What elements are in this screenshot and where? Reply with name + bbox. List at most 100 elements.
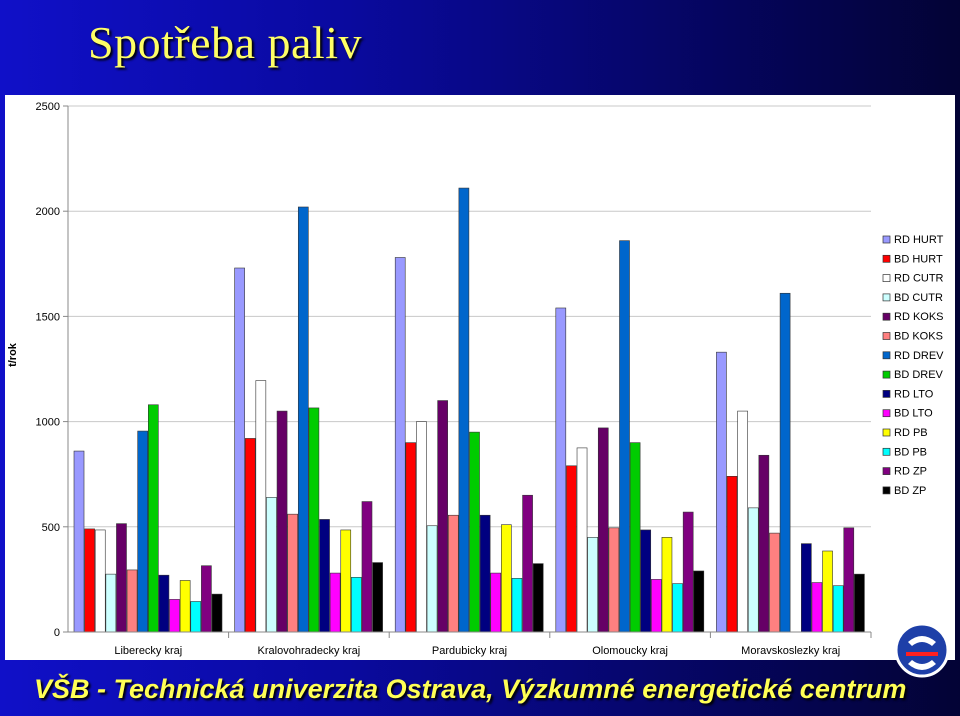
legend-swatch <box>882 274 891 282</box>
bar <box>490 572 502 633</box>
bar <box>566 465 577 633</box>
bar <box>769 532 780 633</box>
legend-label: BD DREV <box>894 369 944 381</box>
bar <box>169 599 180 633</box>
axes: 0 500 1000 1500 2000 2500 Liberecky kraj Kralov… <box>36 101 872 657</box>
bar <box>532 563 544 633</box>
y-tick-label: 1000 <box>36 417 60 429</box>
bar <box>308 407 320 633</box>
bar <box>266 497 277 633</box>
legend-swatch <box>882 254 891 263</box>
legend-swatch <box>882 235 891 244</box>
bar <box>372 562 383 633</box>
bar <box>426 525 438 633</box>
bar-chart: 0 500 1000 1500 2000 2500 Liberecky kraj Kralov… <box>7 101 944 657</box>
bar <box>319 519 330 633</box>
bar <box>619 240 630 633</box>
bar <box>437 400 448 633</box>
bar <box>801 543 812 633</box>
legend-swatch <box>882 390 891 398</box>
bar <box>522 494 533 633</box>
bar <box>737 410 748 633</box>
y-tick-label: 2500 <box>36 101 60 113</box>
bar <box>651 579 662 633</box>
bar <box>105 573 117 633</box>
bar <box>179 580 191 633</box>
bar <box>469 431 480 633</box>
bar <box>555 307 567 633</box>
legend-label: BD KOKS <box>894 331 943 343</box>
legend-label: RD PB <box>894 427 928 439</box>
bar <box>822 550 833 633</box>
legend-label: RD ZP <box>894 466 927 478</box>
legend-swatch <box>882 467 891 475</box>
bar <box>416 421 427 633</box>
legend-label: BD CUTR <box>894 292 943 304</box>
bar <box>661 537 673 633</box>
y-tick-label: 2000 <box>36 206 60 218</box>
bar <box>201 565 212 633</box>
bar <box>447 514 459 633</box>
y-tick-label: 500 <box>42 522 60 534</box>
legend-swatch <box>882 370 891 379</box>
chart-panel: 0 500 1000 1500 2000 2500 Liberecky kraj Kralov… <box>5 95 955 660</box>
bar <box>811 582 823 633</box>
bar <box>116 523 127 633</box>
legend-label: BD PB <box>894 446 927 458</box>
bar <box>211 593 223 633</box>
bar <box>832 585 844 633</box>
legend-label: BD HURT <box>894 253 943 265</box>
vsb-logo-icon <box>894 622 950 678</box>
y-tick-label: 1500 <box>36 311 60 323</box>
legend-swatch <box>882 312 891 321</box>
y-axis-label: t/rok <box>7 342 19 367</box>
bar <box>287 513 298 633</box>
y-tick-label: 0 <box>54 627 60 639</box>
bar <box>244 438 256 633</box>
bar <box>747 507 759 633</box>
x-tick-label: Kralovohradecky kraj <box>258 645 361 657</box>
bar <box>234 267 245 633</box>
bar <box>576 447 588 633</box>
legend-label: BD ZP <box>894 485 926 497</box>
x-tick-label: Olomoucky kraj <box>592 645 668 657</box>
bar <box>84 528 95 633</box>
footer-text: VŠB - Technická univerzita Ostrava, Výzk… <box>34 674 907 704</box>
legend-label: RD KOKS <box>894 311 944 323</box>
legend: RD HURT BD HURT RD CUTR BD CUTR RD KOKS BD KO… <box>882 234 944 497</box>
bar <box>73 450 85 633</box>
bars <box>73 187 865 633</box>
bar <box>511 578 523 633</box>
bar <box>458 187 470 633</box>
legend-swatch <box>882 293 891 302</box>
legend-label: RD HURT <box>894 234 944 246</box>
bar <box>158 574 170 633</box>
bar <box>137 430 149 633</box>
legend-swatch <box>882 409 891 418</box>
bar <box>340 529 352 633</box>
bar <box>779 292 791 633</box>
bar <box>361 501 373 633</box>
legend-swatch <box>882 486 891 495</box>
bar <box>629 442 641 633</box>
bar <box>726 476 738 633</box>
bar <box>276 410 288 633</box>
bar <box>394 257 406 633</box>
x-tick-label: Pardubicky kraj <box>432 645 507 657</box>
legend-swatch <box>882 351 891 360</box>
x-tick-label: Liberecky kraj <box>114 645 182 657</box>
bar <box>479 514 491 633</box>
bar <box>597 427 609 633</box>
bar <box>682 511 694 633</box>
bar <box>297 206 309 633</box>
bar <box>587 537 598 633</box>
bar <box>854 573 865 633</box>
bar <box>716 351 727 633</box>
legend-label: RD CUTR <box>894 273 944 285</box>
legend-label: RD LTO <box>894 388 934 400</box>
bar <box>405 442 417 633</box>
bar <box>672 583 683 633</box>
bar <box>608 527 620 633</box>
legend-swatch <box>882 428 891 437</box>
bar <box>255 380 267 633</box>
